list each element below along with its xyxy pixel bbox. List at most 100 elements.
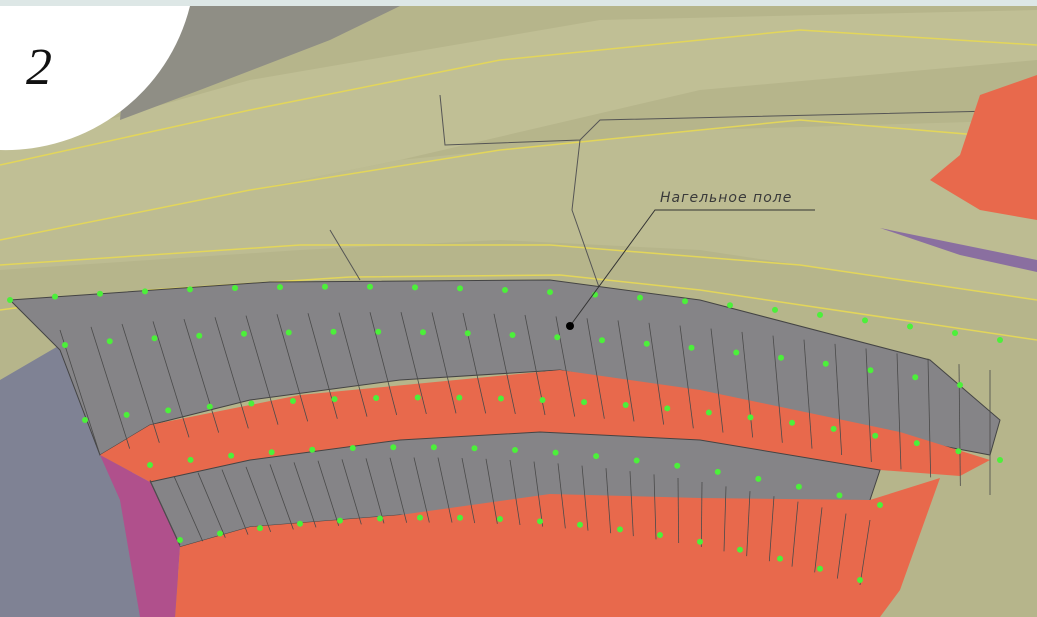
- facet-edge: [121, 323, 160, 443]
- facet-edge: [605, 468, 612, 534]
- edge: [571, 139, 601, 291]
- nail-point: [309, 446, 316, 453]
- nail-point: [97, 290, 103, 297]
- nail-point: [373, 395, 380, 402]
- facet-edge: [317, 460, 340, 526]
- nail-point: [817, 565, 823, 572]
- nail-point: [217, 530, 223, 537]
- nail-points: [7, 283, 1003, 583]
- nail-point: [414, 394, 421, 401]
- nail-point: [277, 284, 283, 291]
- nail-point: [177, 537, 183, 543]
- nail-point: [857, 577, 863, 583]
- contour: [0, 244, 1037, 301]
- nail-point: [599, 337, 605, 344]
- nail-point: [755, 475, 762, 482]
- edge: [329, 229, 361, 281]
- nail-point: [187, 456, 194, 463]
- facet-edge: [269, 464, 294, 530]
- upper-band: [0, 10, 1037, 240]
- top-strip: [0, 0, 1037, 6]
- nail-point: [512, 447, 518, 453]
- nail-point: [593, 453, 600, 460]
- facet-edge: [245, 466, 272, 532]
- nail-point: [7, 297, 13, 303]
- nail-point: [688, 344, 695, 351]
- nail-point: [997, 337, 1003, 343]
- facet-edge: [341, 459, 362, 525]
- nail-point: [822, 360, 829, 367]
- nail-point: [547, 289, 553, 296]
- facet-edge: [509, 459, 521, 526]
- facet-edge: [927, 358, 932, 478]
- facet-edge: [183, 319, 220, 433]
- nail-point: [330, 328, 337, 335]
- nail-point: [497, 395, 504, 402]
- nail-point: [257, 525, 263, 532]
- nail-point: [733, 349, 740, 356]
- nail-point: [412, 284, 418, 291]
- nail-point: [430, 444, 437, 451]
- hatching: [59, 312, 991, 586]
- nail-point: [955, 448, 962, 455]
- nail-point: [777, 555, 783, 562]
- nail-point: [727, 302, 733, 309]
- nail-point: [622, 401, 629, 408]
- nail-point: [206, 403, 213, 410]
- facet-edge: [677, 478, 680, 544]
- nail-point: [581, 399, 588, 406]
- nail-point: [637, 294, 643, 301]
- nail-point: [817, 311, 823, 318]
- nail-point: [737, 546, 743, 553]
- nail-point: [997, 457, 1003, 463]
- facet-edge: [710, 328, 724, 433]
- nail-point: [322, 283, 328, 290]
- nail-point: [377, 515, 383, 522]
- nail-point: [417, 514, 423, 521]
- facet-edge: [533, 461, 544, 527]
- nail-point: [952, 329, 958, 336]
- nail-point: [123, 411, 130, 418]
- nail-point: [778, 354, 784, 361]
- nail-point: [420, 329, 426, 336]
- pink-edge: [880, 228, 1037, 272]
- nail-point: [232, 285, 238, 292]
- facet-edge: [836, 513, 847, 579]
- facet-edge: [896, 353, 902, 470]
- facet-edge: [814, 507, 823, 573]
- facet-edge: [746, 491, 751, 557]
- facet-edge: [437, 457, 453, 523]
- nail-point: [165, 407, 172, 414]
- facet-edge: [293, 462, 317, 528]
- facet-edge: [276, 314, 309, 422]
- facet-edge: [152, 321, 190, 438]
- nail-point: [457, 514, 463, 521]
- facet-edge: [555, 316, 576, 417]
- facet-edge: [803, 339, 813, 449]
- facet-edge: [723, 486, 727, 552]
- nail-point: [228, 452, 235, 459]
- contour: [0, 119, 1037, 241]
- nail-point: [795, 483, 802, 490]
- nail-point: [367, 283, 373, 290]
- facet-edge: [338, 312, 368, 417]
- nail-point: [643, 340, 650, 347]
- facet-edge: [648, 322, 665, 425]
- nail-point: [957, 382, 963, 388]
- nail-point: [747, 414, 754, 421]
- nail-point: [539, 397, 546, 403]
- nail-point: [633, 457, 640, 464]
- nail-point: [912, 374, 919, 381]
- facet-edge: [834, 343, 843, 456]
- facet-edge: [791, 501, 799, 567]
- facet-edge: [59, 329, 101, 456]
- nail-point: [697, 538, 703, 545]
- facet-edge: [400, 312, 427, 415]
- mid-band: [0, 120, 1037, 300]
- nail-point: [268, 449, 275, 456]
- nail-point: [537, 518, 543, 525]
- nail-point: [664, 405, 671, 412]
- nail-point: [509, 332, 516, 338]
